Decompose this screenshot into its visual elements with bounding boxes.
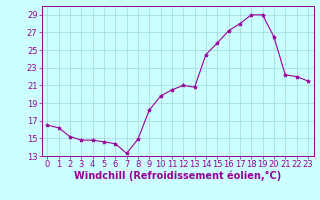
X-axis label: Windchill (Refroidissement éolien,°C): Windchill (Refroidissement éolien,°C) [74, 171, 281, 181]
